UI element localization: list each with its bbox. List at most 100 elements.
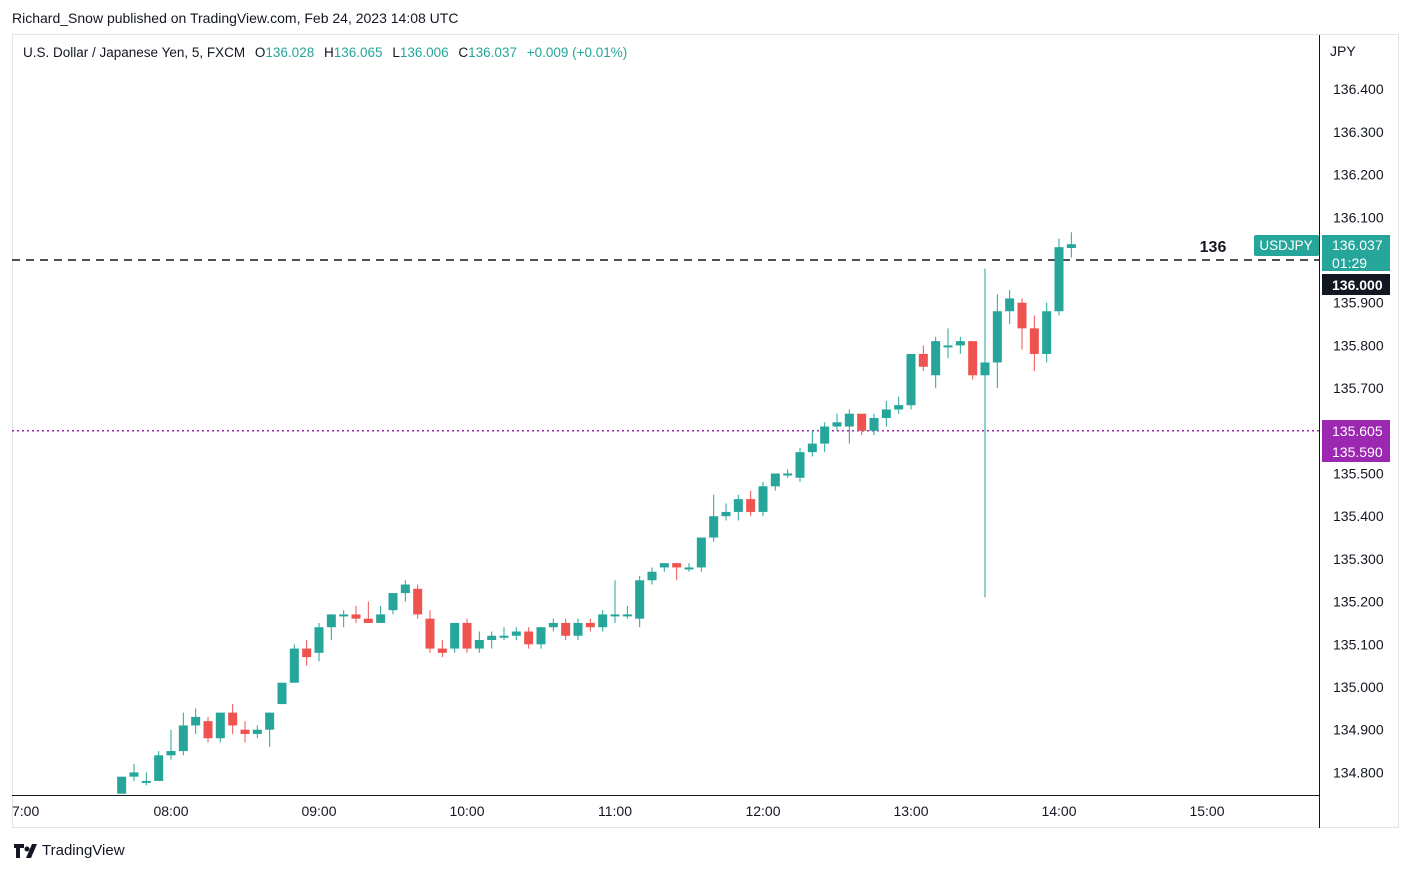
candle[interactable] xyxy=(351,605,361,623)
last-price-label xyxy=(1322,235,1390,271)
low-label: L xyxy=(392,45,400,60)
candle[interactable] xyxy=(314,622,324,662)
open-value: 136.028 xyxy=(265,45,315,60)
candle[interactable] xyxy=(425,610,435,653)
dotted-level-axis-text-1: 135.605 xyxy=(1332,423,1383,439)
candle-body xyxy=(709,516,719,538)
candle-body xyxy=(758,486,768,512)
candle[interactable] xyxy=(203,716,213,743)
candle[interactable] xyxy=(536,627,546,649)
candle[interactable] xyxy=(548,618,558,632)
candle[interactable] xyxy=(696,537,706,572)
candle[interactable] xyxy=(992,294,1002,389)
candle[interactable] xyxy=(511,627,521,641)
candle[interactable] xyxy=(918,345,928,372)
candle[interactable] xyxy=(265,712,275,747)
candle[interactable] xyxy=(277,682,287,705)
candle[interactable] xyxy=(1066,232,1076,258)
candle[interactable] xyxy=(807,430,817,457)
candle[interactable] xyxy=(1054,238,1064,316)
candle[interactable] xyxy=(832,413,842,431)
candle[interactable] xyxy=(561,618,571,641)
candle[interactable] xyxy=(573,618,583,641)
price-tick-label: 136.400 xyxy=(1333,81,1384,97)
candle-body xyxy=(918,353,928,367)
candle[interactable] xyxy=(413,584,423,619)
candle[interactable] xyxy=(931,336,941,389)
candle[interactable] xyxy=(955,336,965,354)
candle-body xyxy=(425,618,435,649)
candle[interactable] xyxy=(141,772,151,786)
candle[interactable] xyxy=(783,469,793,478)
candle[interactable] xyxy=(968,341,978,380)
candle[interactable] xyxy=(326,614,336,641)
candle[interactable] xyxy=(622,605,632,619)
candle[interactable] xyxy=(647,567,657,585)
candle[interactable] xyxy=(363,601,373,623)
candle-body xyxy=(252,729,262,734)
candle[interactable] xyxy=(795,447,805,483)
candle[interactable] xyxy=(178,712,188,756)
candle[interactable] xyxy=(388,593,398,615)
candle[interactable] xyxy=(1017,298,1027,350)
candle[interactable] xyxy=(1029,315,1039,372)
candle[interactable] xyxy=(499,627,509,641)
candle-body xyxy=(154,755,164,781)
candle[interactable] xyxy=(191,708,201,734)
candle[interactable] xyxy=(215,712,225,743)
candle[interactable] xyxy=(758,482,768,517)
candle[interactable] xyxy=(894,396,904,414)
candle[interactable] xyxy=(450,622,460,653)
low-value: 136.006 xyxy=(399,45,449,60)
candle[interactable] xyxy=(906,353,916,410)
candle[interactable] xyxy=(672,563,682,581)
candle[interactable] xyxy=(881,400,891,427)
candle[interactable] xyxy=(770,473,780,491)
candle[interactable] xyxy=(462,618,472,653)
candle[interactable] xyxy=(1005,289,1015,325)
open-label: O xyxy=(254,45,266,60)
candle[interactable] xyxy=(117,776,127,794)
candle[interactable] xyxy=(166,729,176,760)
candle[interactable] xyxy=(585,618,595,632)
candle[interactable] xyxy=(228,704,238,734)
candle[interactable] xyxy=(746,490,756,517)
candle[interactable] xyxy=(684,563,694,572)
candle[interactable] xyxy=(339,610,349,628)
price-tick-label: 135.100 xyxy=(1333,636,1384,652)
candle[interactable] xyxy=(252,725,262,739)
candle[interactable] xyxy=(437,640,447,658)
candle[interactable] xyxy=(857,413,867,436)
candle[interactable] xyxy=(289,644,299,683)
candle[interactable] xyxy=(869,413,879,436)
candle[interactable] xyxy=(154,751,164,781)
candle[interactable] xyxy=(709,494,719,542)
candle[interactable] xyxy=(844,409,854,444)
candle[interactable] xyxy=(487,631,497,649)
candle[interactable] xyxy=(943,328,953,359)
candle[interactable] xyxy=(302,640,312,666)
candle[interactable] xyxy=(1042,302,1052,363)
candle[interactable] xyxy=(635,575,645,628)
candle[interactable] xyxy=(376,605,386,623)
candle-body xyxy=(437,648,447,653)
candle[interactable] xyxy=(610,580,620,623)
candle[interactable] xyxy=(524,627,534,649)
candle[interactable] xyxy=(400,580,410,602)
candle-body xyxy=(1017,302,1027,329)
candle[interactable] xyxy=(240,721,250,743)
tradingview-watermark[interactable]: TradingView xyxy=(14,842,125,859)
candle-body xyxy=(857,413,867,431)
candle[interactable] xyxy=(129,763,139,781)
candle[interactable] xyxy=(598,610,608,632)
candle[interactable] xyxy=(721,503,731,521)
time-tick-label: 11:00 xyxy=(598,803,632,819)
candle[interactable] xyxy=(474,631,484,653)
candle[interactable] xyxy=(733,494,743,521)
candle[interactable] xyxy=(659,563,669,572)
price-tick-label: 136.100 xyxy=(1333,209,1384,225)
price-tick-label: 136.200 xyxy=(1333,167,1384,183)
candle[interactable] xyxy=(980,268,990,598)
candle[interactable] xyxy=(820,422,830,453)
